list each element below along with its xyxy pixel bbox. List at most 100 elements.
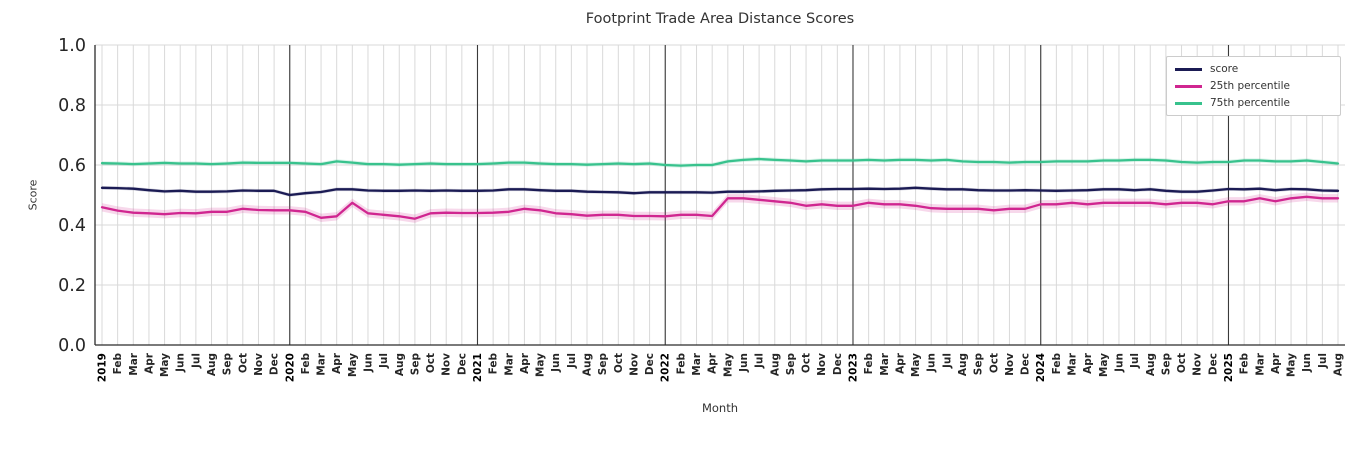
- svg-text:Sep: Sep: [1160, 353, 1172, 376]
- svg-text:Feb: Feb: [863, 353, 875, 375]
- svg-text:Aug: Aug: [206, 353, 218, 376]
- svg-text:Jul: Jul: [941, 353, 953, 369]
- svg-text:Jul: Jul: [378, 353, 390, 369]
- svg-text:May: May: [1286, 353, 1298, 377]
- svg-text:0.8: 0.8: [58, 96, 86, 116]
- svg-text:2021: 2021: [472, 353, 484, 382]
- svg-text:Oct: Oct: [1176, 353, 1188, 373]
- chart-title: Footprint Trade Area Distance Scores: [585, 11, 855, 27]
- svg-text:Feb: Feb: [112, 353, 124, 375]
- svg-text:1.0: 1.0: [58, 36, 86, 56]
- svg-text:0.6: 0.6: [58, 156, 86, 176]
- legend-label: 75th percentile: [1210, 97, 1290, 110]
- svg-text:Jun: Jun: [175, 353, 187, 373]
- svg-text:Mar: Mar: [879, 352, 891, 376]
- svg-text:Sep: Sep: [973, 353, 985, 376]
- svg-text:0.2: 0.2: [58, 276, 86, 296]
- legend: score 25th percentile 75th percentile: [1166, 56, 1341, 117]
- svg-text:Mar: Mar: [1254, 352, 1266, 376]
- svg-text:Aug: Aug: [1333, 353, 1345, 376]
- svg-text:0.4: 0.4: [58, 216, 86, 236]
- svg-text:Apr: Apr: [519, 352, 531, 374]
- svg-text:Dec: Dec: [1020, 353, 1032, 375]
- legend-label: score: [1210, 63, 1239, 75]
- svg-text:Apr: Apr: [1082, 352, 1094, 374]
- svg-text:2024: 2024: [1035, 353, 1047, 382]
- svg-text:Feb: Feb: [1239, 353, 1251, 375]
- svg-text:Apr: Apr: [143, 352, 155, 374]
- svg-text:Nov: Nov: [441, 353, 453, 376]
- svg-text:0.0: 0.0: [58, 336, 86, 356]
- legend-item: score: [1175, 63, 1330, 75]
- axis-spines: [94, 45, 1345, 346]
- series-line: [100, 157, 1340, 167]
- svg-text:Aug: Aug: [394, 353, 406, 376]
- svg-text:Jul: Jul: [566, 353, 578, 369]
- legend-label: 25th percentile: [1210, 80, 1290, 93]
- svg-text:Feb: Feb: [488, 353, 500, 375]
- series-line: [100, 186, 1340, 197]
- svg-text:Oct: Oct: [988, 353, 1000, 373]
- svg-text:Sep: Sep: [222, 353, 234, 376]
- svg-text:Aug: Aug: [1145, 353, 1157, 376]
- svg-text:Nov: Nov: [1004, 353, 1016, 376]
- svg-text:Mar: Mar: [128, 352, 140, 376]
- svg-text:Mar: Mar: [316, 352, 328, 376]
- legend-line-swatch: [1175, 101, 1202, 105]
- gridlines: [95, 44, 1345, 346]
- svg-text:Apr: Apr: [331, 352, 343, 374]
- svg-text:Feb: Feb: [300, 353, 312, 375]
- svg-text:Nov: Nov: [253, 353, 265, 376]
- svg-text:Aug: Aug: [769, 353, 781, 376]
- y-tick-labels: 0.0 0.2 0.4 0.6 0.8 1.0: [58, 36, 86, 356]
- svg-text:Dec: Dec: [832, 353, 844, 375]
- svg-text:May: May: [910, 353, 922, 377]
- svg-text:Mar: Mar: [503, 352, 515, 376]
- series-line: [100, 195, 1340, 220]
- svg-text:Jul: Jul: [754, 353, 766, 369]
- svg-text:Jul: Jul: [1317, 353, 1329, 369]
- svg-text:Dec: Dec: [456, 353, 468, 375]
- svg-text:May: May: [535, 353, 547, 377]
- series-lines: [100, 157, 1340, 220]
- svg-text:Sep: Sep: [785, 353, 797, 376]
- legend-line-swatch: [1175, 84, 1202, 88]
- svg-text:Dec: Dec: [269, 353, 281, 375]
- svg-text:Nov: Nov: [816, 353, 828, 376]
- svg-text:May: May: [1098, 353, 1110, 377]
- svg-text:Jul: Jul: [190, 353, 202, 369]
- svg-text:Feb: Feb: [675, 353, 687, 375]
- svg-text:Mar: Mar: [691, 352, 703, 376]
- svg-text:Dec: Dec: [644, 353, 656, 375]
- svg-text:Jun: Jun: [550, 353, 562, 373]
- svg-text:2019: 2019: [97, 353, 109, 382]
- svg-text:Oct: Oct: [425, 353, 437, 373]
- svg-text:Sep: Sep: [409, 353, 421, 376]
- svg-text:2025: 2025: [1223, 353, 1235, 382]
- svg-text:Oct: Oct: [237, 353, 249, 373]
- legend-line-swatch: [1175, 67, 1202, 71]
- svg-text:2020: 2020: [284, 353, 296, 382]
- svg-text:Jun: Jun: [738, 353, 750, 373]
- svg-text:May: May: [347, 353, 359, 377]
- svg-text:Dec: Dec: [1207, 353, 1219, 375]
- legend-item: 25th percentile: [1175, 80, 1330, 92]
- svg-text:Apr: Apr: [707, 352, 719, 374]
- svg-text:Feb: Feb: [1051, 353, 1063, 375]
- svg-text:May: May: [159, 353, 171, 377]
- svg-text:May: May: [722, 353, 734, 377]
- svg-text:Nov: Nov: [628, 353, 640, 376]
- svg-text:Apr: Apr: [894, 352, 906, 374]
- x-axis-label: Month: [701, 401, 739, 415]
- svg-text:2023: 2023: [847, 353, 859, 382]
- legend-item: 75th percentile: [1175, 97, 1330, 109]
- x-tick-labels: 2019 Feb Mar Apr May Jun Jul Aug Sep Oct Nov Dec 202…: [97, 352, 1345, 382]
- svg-text:Jun: Jun: [1301, 353, 1313, 373]
- svg-text:Jun: Jun: [362, 353, 374, 373]
- svg-text:Jul: Jul: [1129, 353, 1141, 369]
- svg-text:Oct: Oct: [801, 353, 813, 373]
- svg-text:Sep: Sep: [597, 353, 609, 376]
- svg-text:Aug: Aug: [957, 353, 969, 376]
